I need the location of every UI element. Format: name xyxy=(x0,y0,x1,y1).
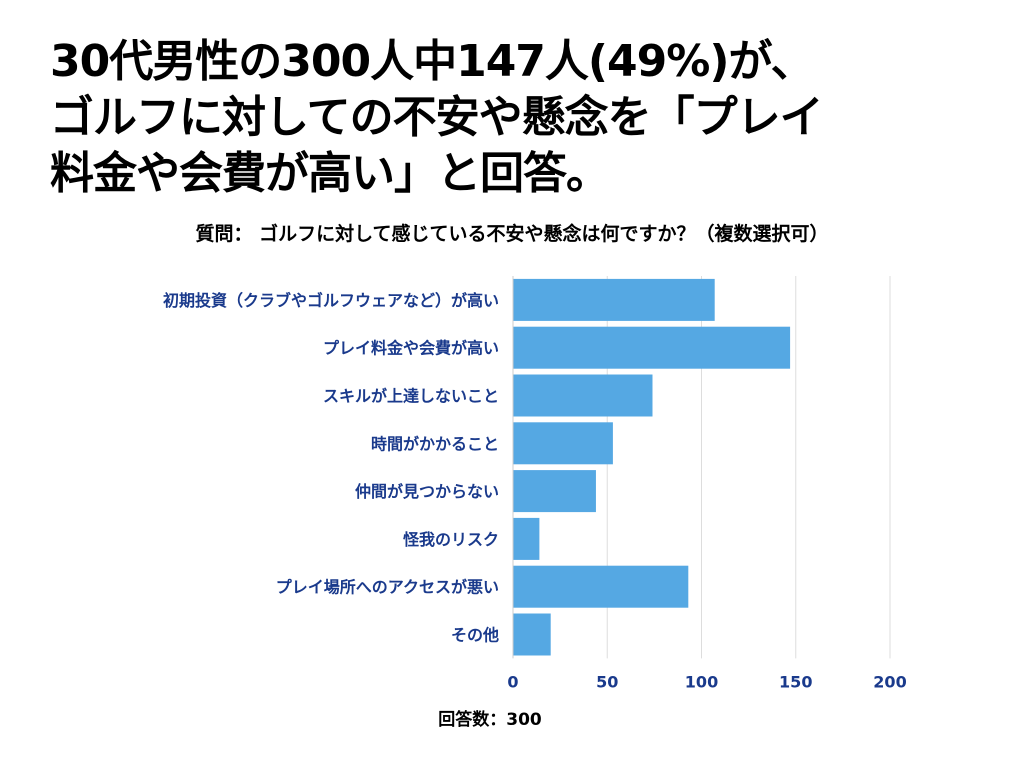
category-label-7: その他 xyxy=(451,626,499,645)
bar-7 xyxy=(513,613,551,656)
headline: 30代男性の300人中147人(49%)が、 ゴルフに対しての不安や懸念を「プレ… xyxy=(50,34,1010,202)
x-tick-label-100: 100 xyxy=(685,672,718,691)
x-tick-label-0: 0 xyxy=(507,672,518,691)
bar-1 xyxy=(513,326,791,369)
bar-5 xyxy=(513,517,540,560)
category-label-4: 仲間が見つからない xyxy=(355,482,499,501)
headline-line-2: ゴルフに対しての不安や懸念を「プレイ xyxy=(50,92,824,143)
bar-4 xyxy=(513,470,596,513)
category-label-6: プレイ場所へのアクセスが悪い xyxy=(276,578,499,597)
category-label-5: 怪我のリスク xyxy=(403,530,499,549)
respondent-count: 回答数：300 xyxy=(438,710,542,730)
bar-2 xyxy=(513,374,653,417)
bar-6 xyxy=(513,565,689,608)
category-label-3: 時間がかかること xyxy=(371,434,499,453)
bar-3 xyxy=(513,422,613,465)
x-tick-label-200: 200 xyxy=(873,672,906,691)
headline-line-1: 30代男性の300人中147人(49%)が、 xyxy=(50,36,815,87)
category-label-1: プレイ料金や会費が高い xyxy=(323,339,499,358)
bar-0 xyxy=(513,278,715,321)
category-label-0: 初期投資（クラブやゴルフウェアなど）が高い xyxy=(163,291,499,310)
x-tick-label-50: 50 xyxy=(596,672,618,691)
category-label-2: スキルが上達しないこと xyxy=(323,387,499,406)
headline-line-3: 料金や会費が高い」と回答。 xyxy=(50,148,610,199)
x-tick-label-150: 150 xyxy=(779,672,812,691)
chart-title: 質問： ゴルフに対して感じている不安や懸念は何ですか？（複数選択可） xyxy=(195,223,829,245)
